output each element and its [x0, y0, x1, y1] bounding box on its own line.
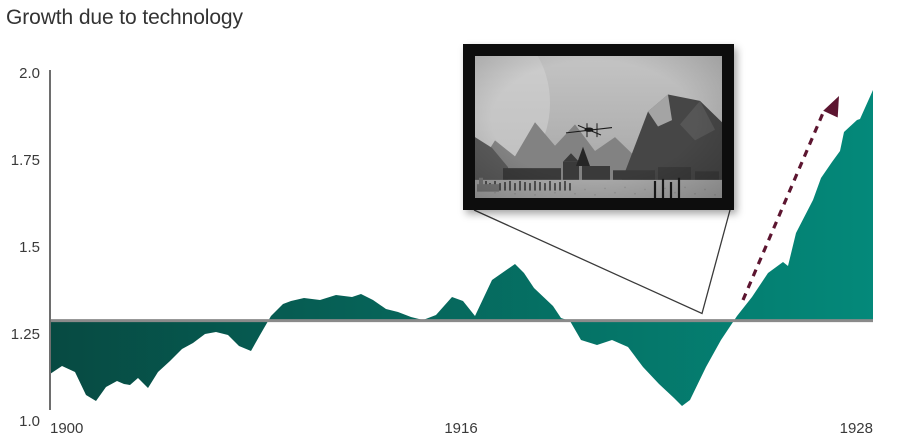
svg-text:1.75: 1.75 — [11, 152, 40, 169]
svg-text:1.5: 1.5 — [19, 239, 40, 256]
svg-text:1.25: 1.25 — [11, 326, 40, 343]
svg-text:1900: 1900 — [50, 420, 83, 437]
svg-text:1.0: 1.0 — [19, 413, 40, 430]
svg-text:2.0: 2.0 — [19, 65, 40, 82]
svg-text:1928: 1928 — [840, 420, 873, 437]
svg-text:1916: 1916 — [444, 420, 477, 437]
